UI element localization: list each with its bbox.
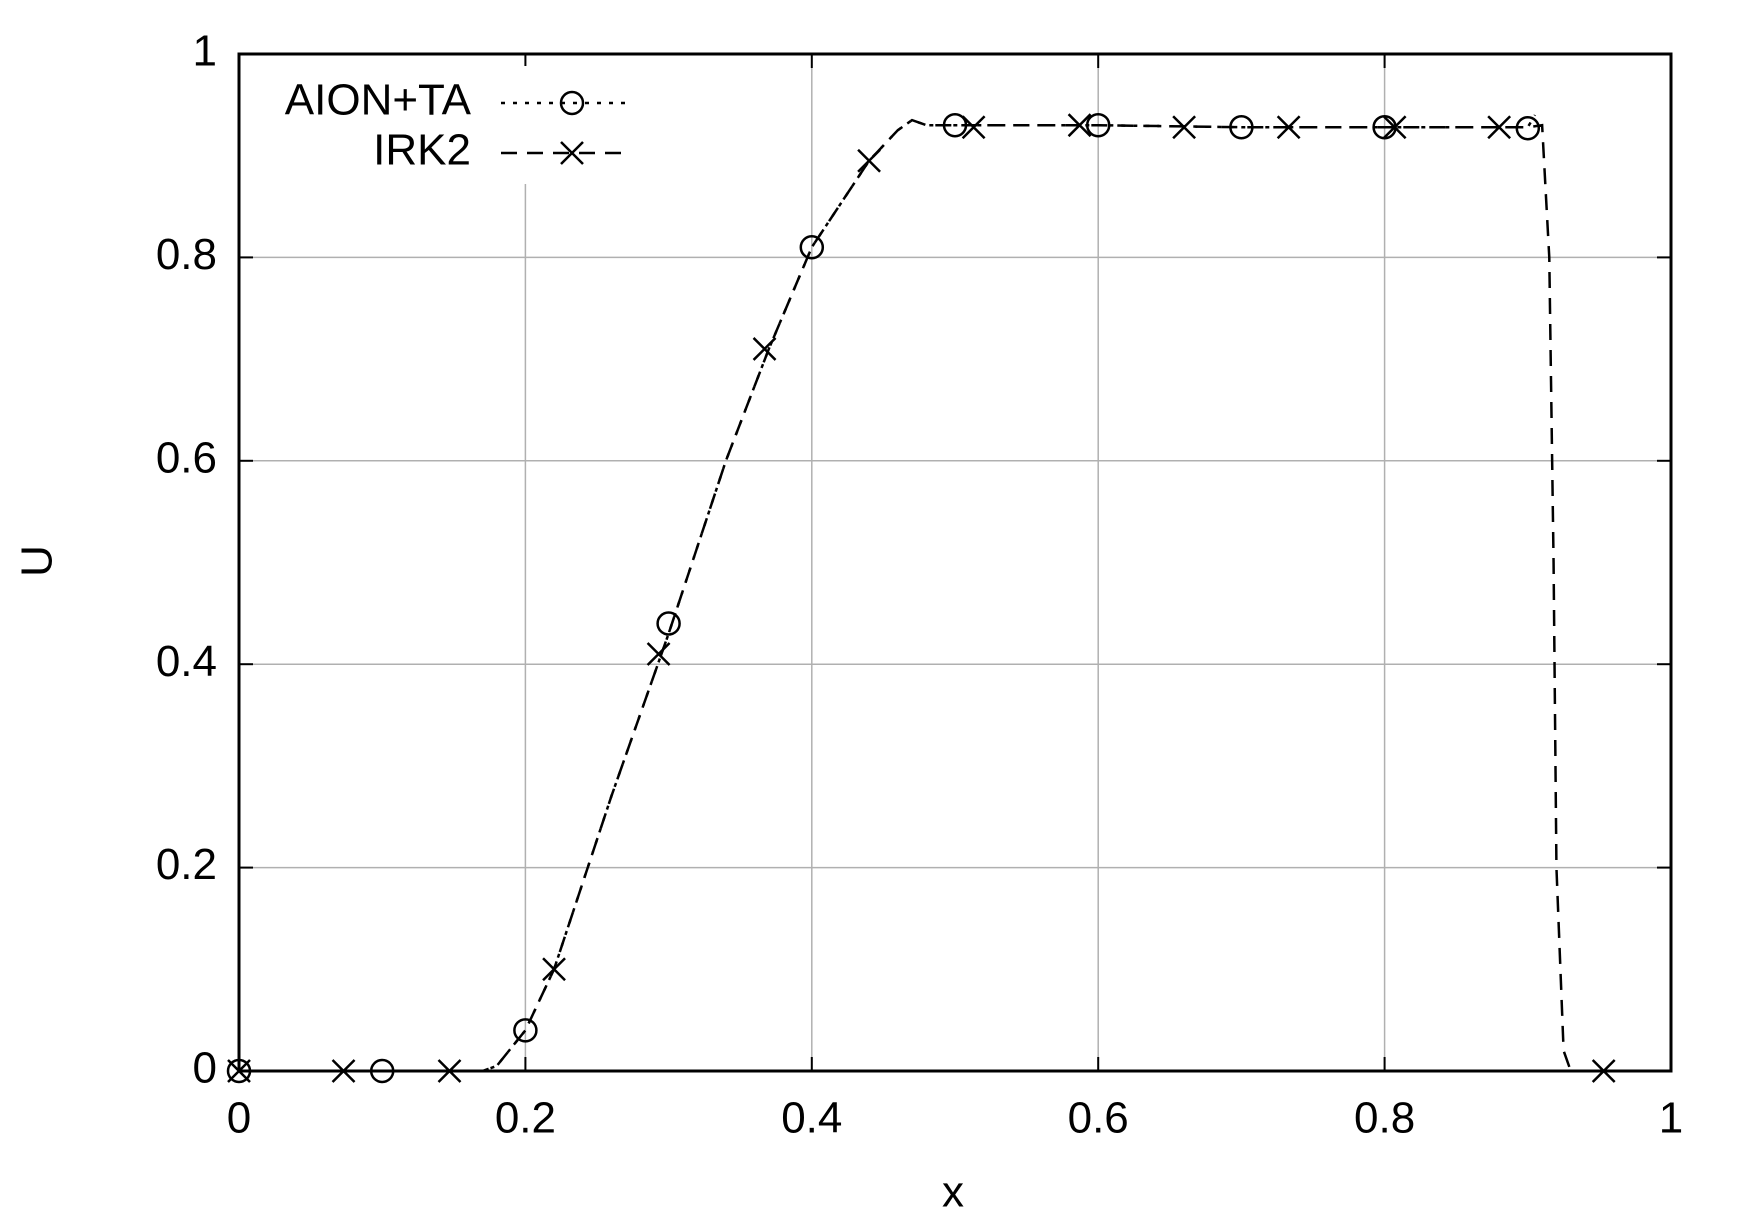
y-axis-label: U xyxy=(13,545,62,577)
x-tick-label: 0.2 xyxy=(495,1094,556,1143)
marker xyxy=(513,1018,538,1043)
y-tick-label: 1 xyxy=(193,27,217,76)
y-tick-label: 0.8 xyxy=(156,230,217,279)
marker xyxy=(799,234,825,260)
x-tick-label: 0.6 xyxy=(1068,1094,1129,1143)
x-tick-label: 1 xyxy=(1659,1094,1683,1143)
plot-frame xyxy=(237,52,1673,1073)
legend-label: AION+TA xyxy=(285,76,472,125)
marker xyxy=(1276,115,1301,140)
marker xyxy=(542,957,566,982)
line xyxy=(239,118,1671,1073)
legend-label: IRK2 xyxy=(373,126,471,175)
marker xyxy=(560,141,584,165)
legend-background xyxy=(249,66,644,184)
y-tick-label: 0.4 xyxy=(156,637,217,686)
y-tick-label: 0 xyxy=(193,1044,217,1093)
marker xyxy=(1085,112,1111,138)
y-tick-label: 0.6 xyxy=(156,433,217,482)
marker xyxy=(961,115,986,140)
line xyxy=(239,114,1537,1073)
marker xyxy=(559,90,585,116)
marker xyxy=(1382,115,1407,140)
x-tick-label: 0.4 xyxy=(781,1094,842,1143)
marker xyxy=(857,148,881,173)
y-tick-label: 0.2 xyxy=(156,840,217,889)
marker xyxy=(1172,115,1197,140)
marker xyxy=(656,611,681,636)
x-axis-label: x xyxy=(942,1168,964,1217)
x-tick-label: 0 xyxy=(227,1094,251,1143)
marker xyxy=(752,337,777,361)
marker xyxy=(646,642,671,666)
marker xyxy=(1067,113,1092,138)
marker xyxy=(1487,115,1512,140)
x-tick-label: 0.8 xyxy=(1354,1094,1415,1143)
